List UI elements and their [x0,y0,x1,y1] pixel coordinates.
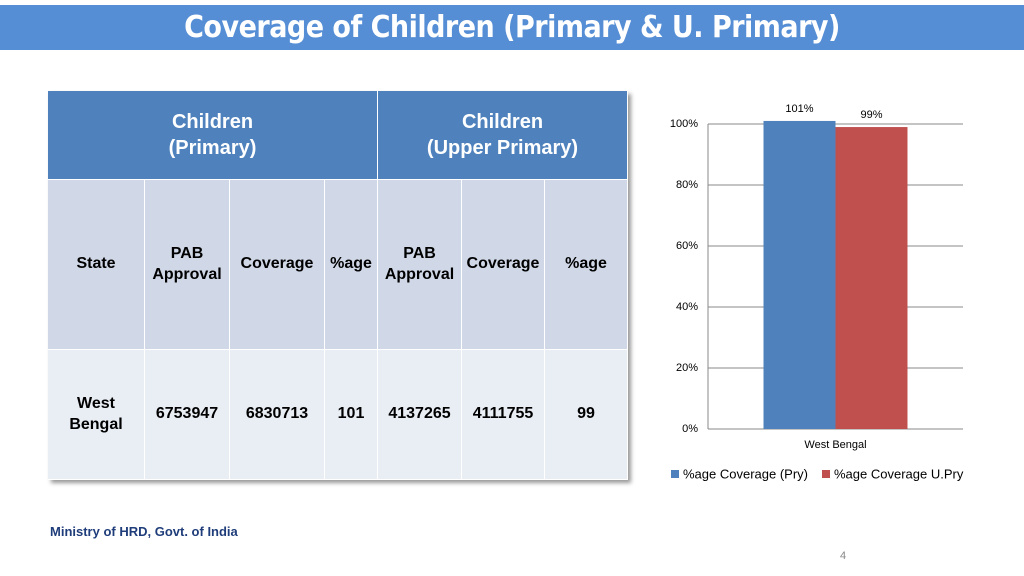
value-label: 101% [785,103,813,115]
group-header: Children (Primary) [48,91,378,180]
column-header: Coverage [230,180,325,350]
y-tick-label: 100% [670,118,698,130]
y-tick-label: 60% [676,240,698,252]
legend-label: %age Coverage U.Pry [834,466,964,481]
y-tick-label: 80% [676,179,698,191]
legend-swatch [822,470,830,478]
column-header: %age [325,180,378,350]
y-tick-label: 0% [682,423,698,435]
column-header: %age [545,180,628,350]
x-tick-label: West Bengal [804,439,866,451]
bar [763,120,836,429]
column-header: PAB Approval [378,180,462,350]
table-cell: 6753947 [145,350,230,480]
bar [835,127,908,430]
table-cell: 6830713 [230,350,325,480]
page-number: 4 [840,550,847,562]
table-cell: 4111755 [462,350,545,480]
legend-label: %age Coverage (Pry) [683,466,808,481]
column-header: PAB Approval [145,180,230,350]
table-cell: 101 [325,350,378,480]
group-header: Children (Upper Primary) [378,91,628,180]
legend-swatch [671,470,679,478]
table: Children (Primary) Children (Upper Primar… [48,91,628,480]
y-tick-label: 40% [676,301,698,313]
table-cell: 4137265 [378,350,462,480]
slide-title: Coverage of Children (Primary & U. Prima… [184,10,840,45]
title-bar [0,5,1024,50]
value-label: 99% [860,109,882,121]
source: Ministry of HRD, Govt. of India [50,524,238,539]
table-cell: West Bengal [48,350,145,480]
table-cell: 99 [545,350,628,480]
y-tick-label: 20% [676,362,698,374]
column-header: Coverage [462,180,545,350]
column-header: State [48,180,145,350]
